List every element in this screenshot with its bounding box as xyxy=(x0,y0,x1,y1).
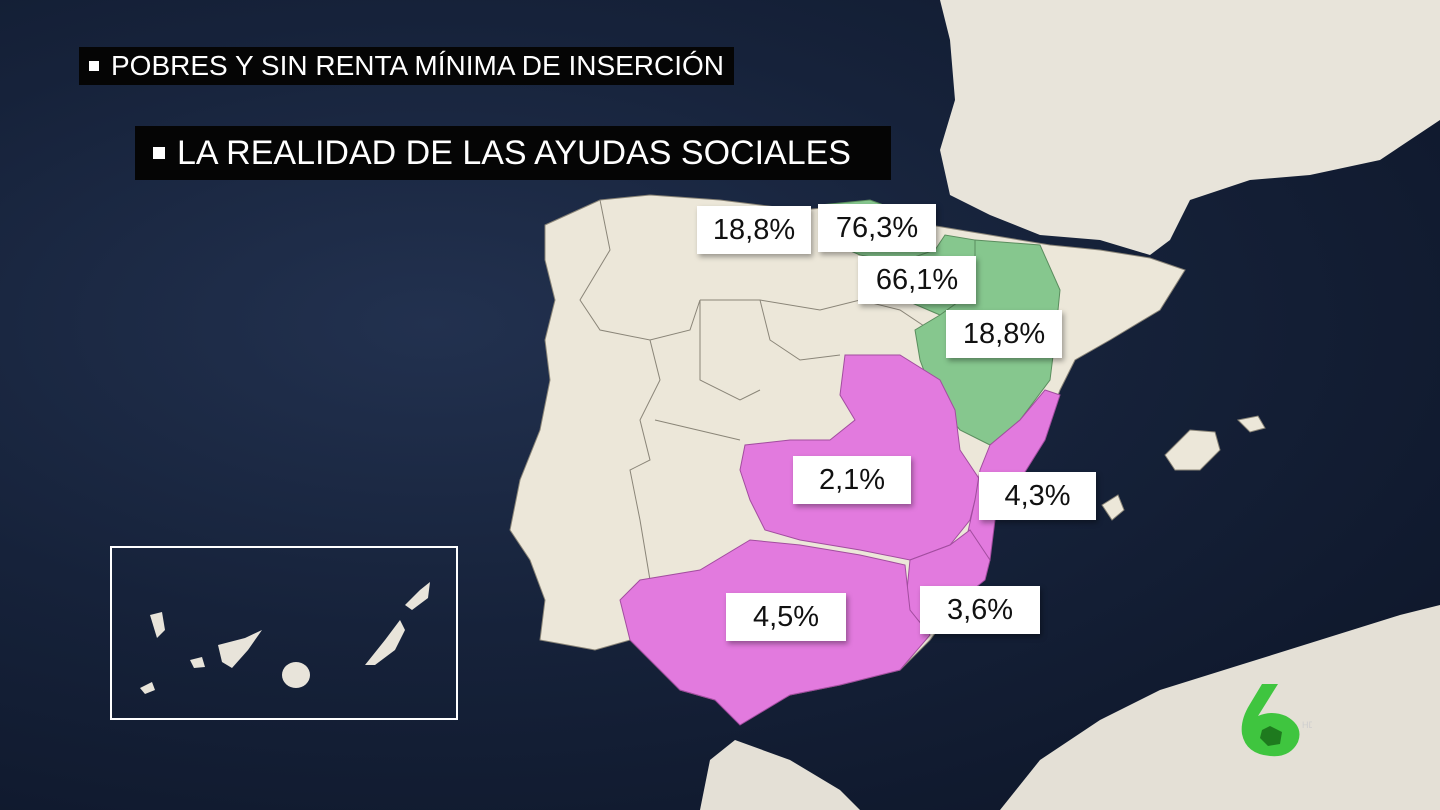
square-bullet-icon xyxy=(89,61,99,71)
label-aragon: 18,8% xyxy=(946,310,1062,358)
square-bullet-icon xyxy=(153,147,165,159)
region-borders xyxy=(579,199,931,581)
canary-islands-inset xyxy=(110,546,458,720)
france-landmass xyxy=(940,0,1440,255)
label-murcia: 3,6% xyxy=(920,586,1040,634)
label-navarra: 66,1% xyxy=(858,256,976,304)
label-andalucia: 4,5% xyxy=(726,593,846,641)
la-sexta-logo-icon: HD xyxy=(1241,684,1312,757)
canary-islands xyxy=(140,582,430,694)
morocco-landmass xyxy=(700,740,860,810)
title-secondary-text: LA REALIDAD DE LAS AYUDAS SOCIALES xyxy=(177,133,851,172)
label-pais-vasco: 76,3% xyxy=(818,204,936,252)
label-castilla-la-mancha: 2,1% xyxy=(793,456,911,504)
africa-landmass xyxy=(1000,605,1440,810)
title-bar-primary: POBRES Y SIN RENTA MÍNIMA DE INSERCIÓN xyxy=(79,47,735,85)
title-bar-secondary: LA REALIDAD DE LAS AYUDAS SOCIALES xyxy=(135,126,891,180)
svg-text:HD: HD xyxy=(1302,720,1312,730)
balearic-islands xyxy=(1101,415,1266,521)
label-cantabria: 18,8% xyxy=(697,206,811,254)
label-valencia: 4,3% xyxy=(979,472,1096,520)
title-primary-text: POBRES Y SIN RENTA MÍNIMA DE INSERCIÓN xyxy=(111,50,725,81)
